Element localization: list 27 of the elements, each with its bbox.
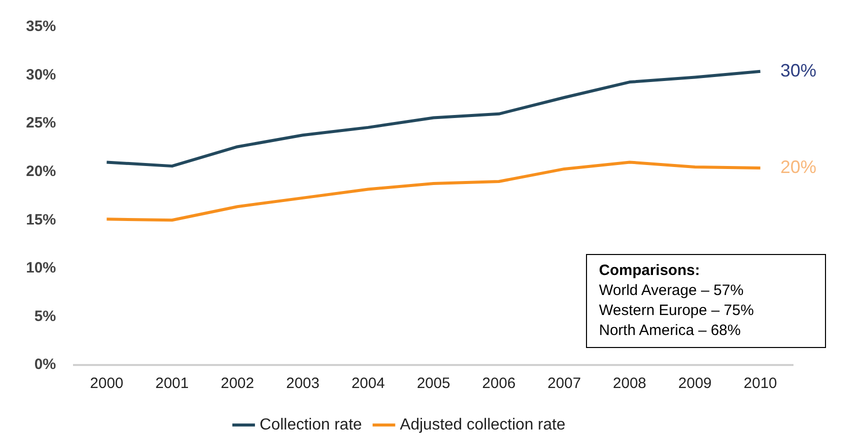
annotation: Comparisons: [599,261,701,281]
annotation: 30% [780,60,816,80]
x-tick-label: 2001 [155,375,189,392]
annotation: 20% [780,156,816,177]
x-tick-label: 2008 [612,375,646,392]
legend-label: Adjusted collection rate [400,416,566,434]
x-tick-label: 2007 [548,375,581,392]
x-tick-label: 2002 [220,375,254,392]
y-tick-label: 15% [26,211,56,228]
y-tick-label: 30% [26,66,56,84]
x-tick-label: 2005 [416,375,450,392]
x-tick-label: 2010 [744,375,778,392]
y-tick-label: 10% [26,260,56,277]
annotation: World Average – 57% [599,281,745,301]
y-tick-label: 20% [26,163,56,180]
annotation: North America – 68% [599,321,742,341]
y-tick-label: 25% [26,114,56,132]
x-tick-label: 2006 [482,375,516,392]
y-tick-label: 5% [34,308,56,325]
annotation: Western Europe – 75% [599,301,755,321]
x-tick-label: 2003 [286,375,320,392]
y-tick-label: 35% [26,18,56,36]
x-tick-label: 2009 [678,375,712,392]
x-tick-label: 2000 [90,375,124,392]
legend-label: Collection rate [260,416,362,434]
x-tick-label: 2004 [351,375,385,392]
y-tick-label: 0% [34,356,56,374]
